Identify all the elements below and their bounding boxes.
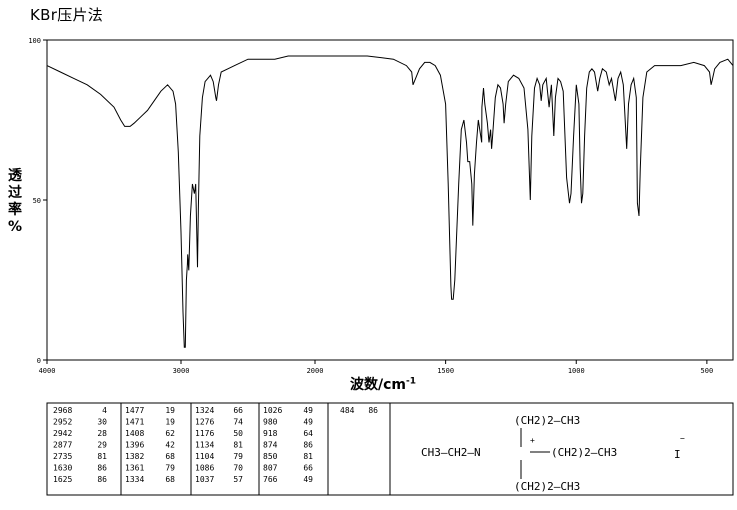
x-tick-label: 1500 bbox=[437, 367, 454, 375]
table-cell-wavenumber: 1176 bbox=[195, 429, 214, 438]
structure-bottom-arm: (CH2)2—CH3 bbox=[514, 480, 580, 493]
table-cell-transmittance: 81 bbox=[233, 441, 243, 450]
structure-left-group: CH3—CH2—N bbox=[421, 446, 481, 459]
table-cell-transmittance: 19 bbox=[165, 406, 175, 415]
table-cell-transmittance: 68 bbox=[165, 475, 175, 484]
table-cell-transmittance: 74 bbox=[233, 418, 243, 427]
table-cell-transmittance: 28 bbox=[97, 429, 107, 438]
table-cell-transmittance: 49 bbox=[303, 418, 313, 427]
x-tick-label: 500 bbox=[701, 367, 714, 375]
table-cell-transmittance: 70 bbox=[233, 464, 243, 473]
y-axis-label-char: % bbox=[7, 219, 23, 235]
table-cell-transmittance: 50 bbox=[233, 429, 243, 438]
table-cell-wavenumber: 918 bbox=[263, 429, 278, 438]
table-cell-wavenumber: 980 bbox=[263, 418, 278, 427]
x-tick-label: 4000 bbox=[39, 367, 56, 375]
y-axis-label: 透 过 率 % bbox=[6, 168, 24, 236]
table-cell-transmittance: 66 bbox=[233, 406, 243, 415]
table-cell-wavenumber: 2942 bbox=[53, 429, 72, 438]
table-cell-wavenumber: 1104 bbox=[195, 452, 214, 461]
table-cell-wavenumber: 2952 bbox=[53, 418, 72, 427]
y-axis-label-char: 过 bbox=[8, 185, 22, 201]
table-cell-wavenumber: 1086 bbox=[195, 464, 214, 473]
page-title: KBr压片法 bbox=[30, 6, 104, 24]
table-cell-transmittance: 49 bbox=[303, 406, 313, 415]
spectrum-line bbox=[46, 55, 734, 348]
table-cell-wavenumber: 1334 bbox=[125, 475, 144, 484]
x-tick-label: 3000 bbox=[173, 367, 190, 375]
x-tick-label: 2000 bbox=[307, 367, 324, 375]
table-cell-wavenumber: 850 bbox=[263, 452, 278, 461]
table-cell-wavenumber: 1408 bbox=[125, 429, 144, 438]
y-tick-label: 100 bbox=[28, 37, 41, 45]
table-cell-wavenumber: 1382 bbox=[125, 452, 144, 461]
table-cell-wavenumber: 766 bbox=[263, 475, 278, 484]
x-axis: 4000 3000 2000 1500 1000 500 bbox=[39, 360, 714, 375]
y-axis: 0 50 100 bbox=[28, 37, 47, 365]
table-cell-transmittance: 64 bbox=[303, 429, 313, 438]
table-cell-wavenumber: 1276 bbox=[195, 418, 214, 427]
table-cell-wavenumber: 1324 bbox=[195, 406, 214, 415]
table-cell-transmittance: 30 bbox=[97, 418, 107, 427]
table-cell-wavenumber: 1630 bbox=[53, 464, 72, 473]
table-cell-transmittance: 86 bbox=[303, 441, 313, 450]
table-cell-transmittance: 4 bbox=[102, 406, 107, 415]
table-cell-transmittance: 81 bbox=[303, 452, 313, 461]
table-cell-transmittance: 86 bbox=[97, 475, 107, 484]
table-cell-wavenumber: 2968 bbox=[53, 406, 72, 415]
table-cell-transmittance: 42 bbox=[165, 441, 175, 450]
table-cell-wavenumber: 1026 bbox=[263, 406, 282, 415]
table-cell-wavenumber: 1396 bbox=[125, 441, 144, 450]
plot-frame bbox=[46, 39, 734, 361]
chemical-structure: (CH2)2—CH3 CH3—CH2—N + (CH2)2—CH3 (CH2)2… bbox=[421, 414, 685, 493]
table-cell-wavenumber: 2877 bbox=[53, 441, 72, 450]
table-cell-wavenumber: 1037 bbox=[195, 475, 214, 484]
table-cell-transmittance: 57 bbox=[233, 475, 243, 484]
table-cell-wavenumber: 1625 bbox=[53, 475, 72, 484]
y-axis-label-char: 透 bbox=[8, 168, 22, 184]
table-cell-transmittance: 79 bbox=[233, 452, 243, 461]
table-cell-transmittance: 49 bbox=[303, 475, 313, 484]
x-axis-label-exponent: -1 bbox=[406, 376, 416, 387]
table-cell-wavenumber: 1471 bbox=[125, 418, 144, 427]
structure-charge-plus: + bbox=[530, 436, 535, 445]
table-cell-transmittance: 66 bbox=[303, 464, 313, 473]
y-axis-label-char: 率 bbox=[8, 202, 22, 218]
table-cell-wavenumber: 807 bbox=[263, 464, 278, 473]
y-tick-label: 50 bbox=[33, 197, 41, 205]
table-cell-wavenumber: 1477 bbox=[125, 406, 144, 415]
table-cell-transmittance: 86 bbox=[97, 464, 107, 473]
structure-counter-ion: I bbox=[674, 448, 681, 461]
table-cell-transmittance: 86 bbox=[368, 406, 378, 415]
x-tick-label: 1000 bbox=[568, 367, 585, 375]
table-cell-wavenumber: 484 bbox=[340, 406, 355, 415]
x-axis-label: 波数/cm-1 bbox=[350, 374, 416, 394]
table-cell-transmittance: 19 bbox=[165, 418, 175, 427]
table-cell-wavenumber: 2735 bbox=[53, 452, 72, 461]
table-cell-transmittance: 81 bbox=[97, 452, 107, 461]
table-cell-wavenumber: 1361 bbox=[125, 464, 144, 473]
peak-table: 2968 4 2952 30 2942 28 2877 29 2735 81 1630 86 1625 8… bbox=[53, 406, 378, 484]
structure-top-arm: (CH2)2—CH3 bbox=[514, 414, 580, 427]
table-cell-transmittance: 29 bbox=[97, 441, 107, 450]
table-cell-wavenumber: 1134 bbox=[195, 441, 214, 450]
table-cell-transmittance: 68 bbox=[165, 452, 175, 461]
table-cell-transmittance: 79 bbox=[165, 464, 175, 473]
table-cell-wavenumber: 874 bbox=[263, 441, 278, 450]
structure-charge-minus: − bbox=[680, 434, 685, 443]
y-tick-label: 0 bbox=[37, 357, 41, 365]
x-axis-label-text: 波数/cm bbox=[350, 377, 406, 393]
structure-right-group: (CH2)2—CH3 bbox=[551, 446, 617, 459]
table-cell-transmittance: 62 bbox=[165, 429, 175, 438]
